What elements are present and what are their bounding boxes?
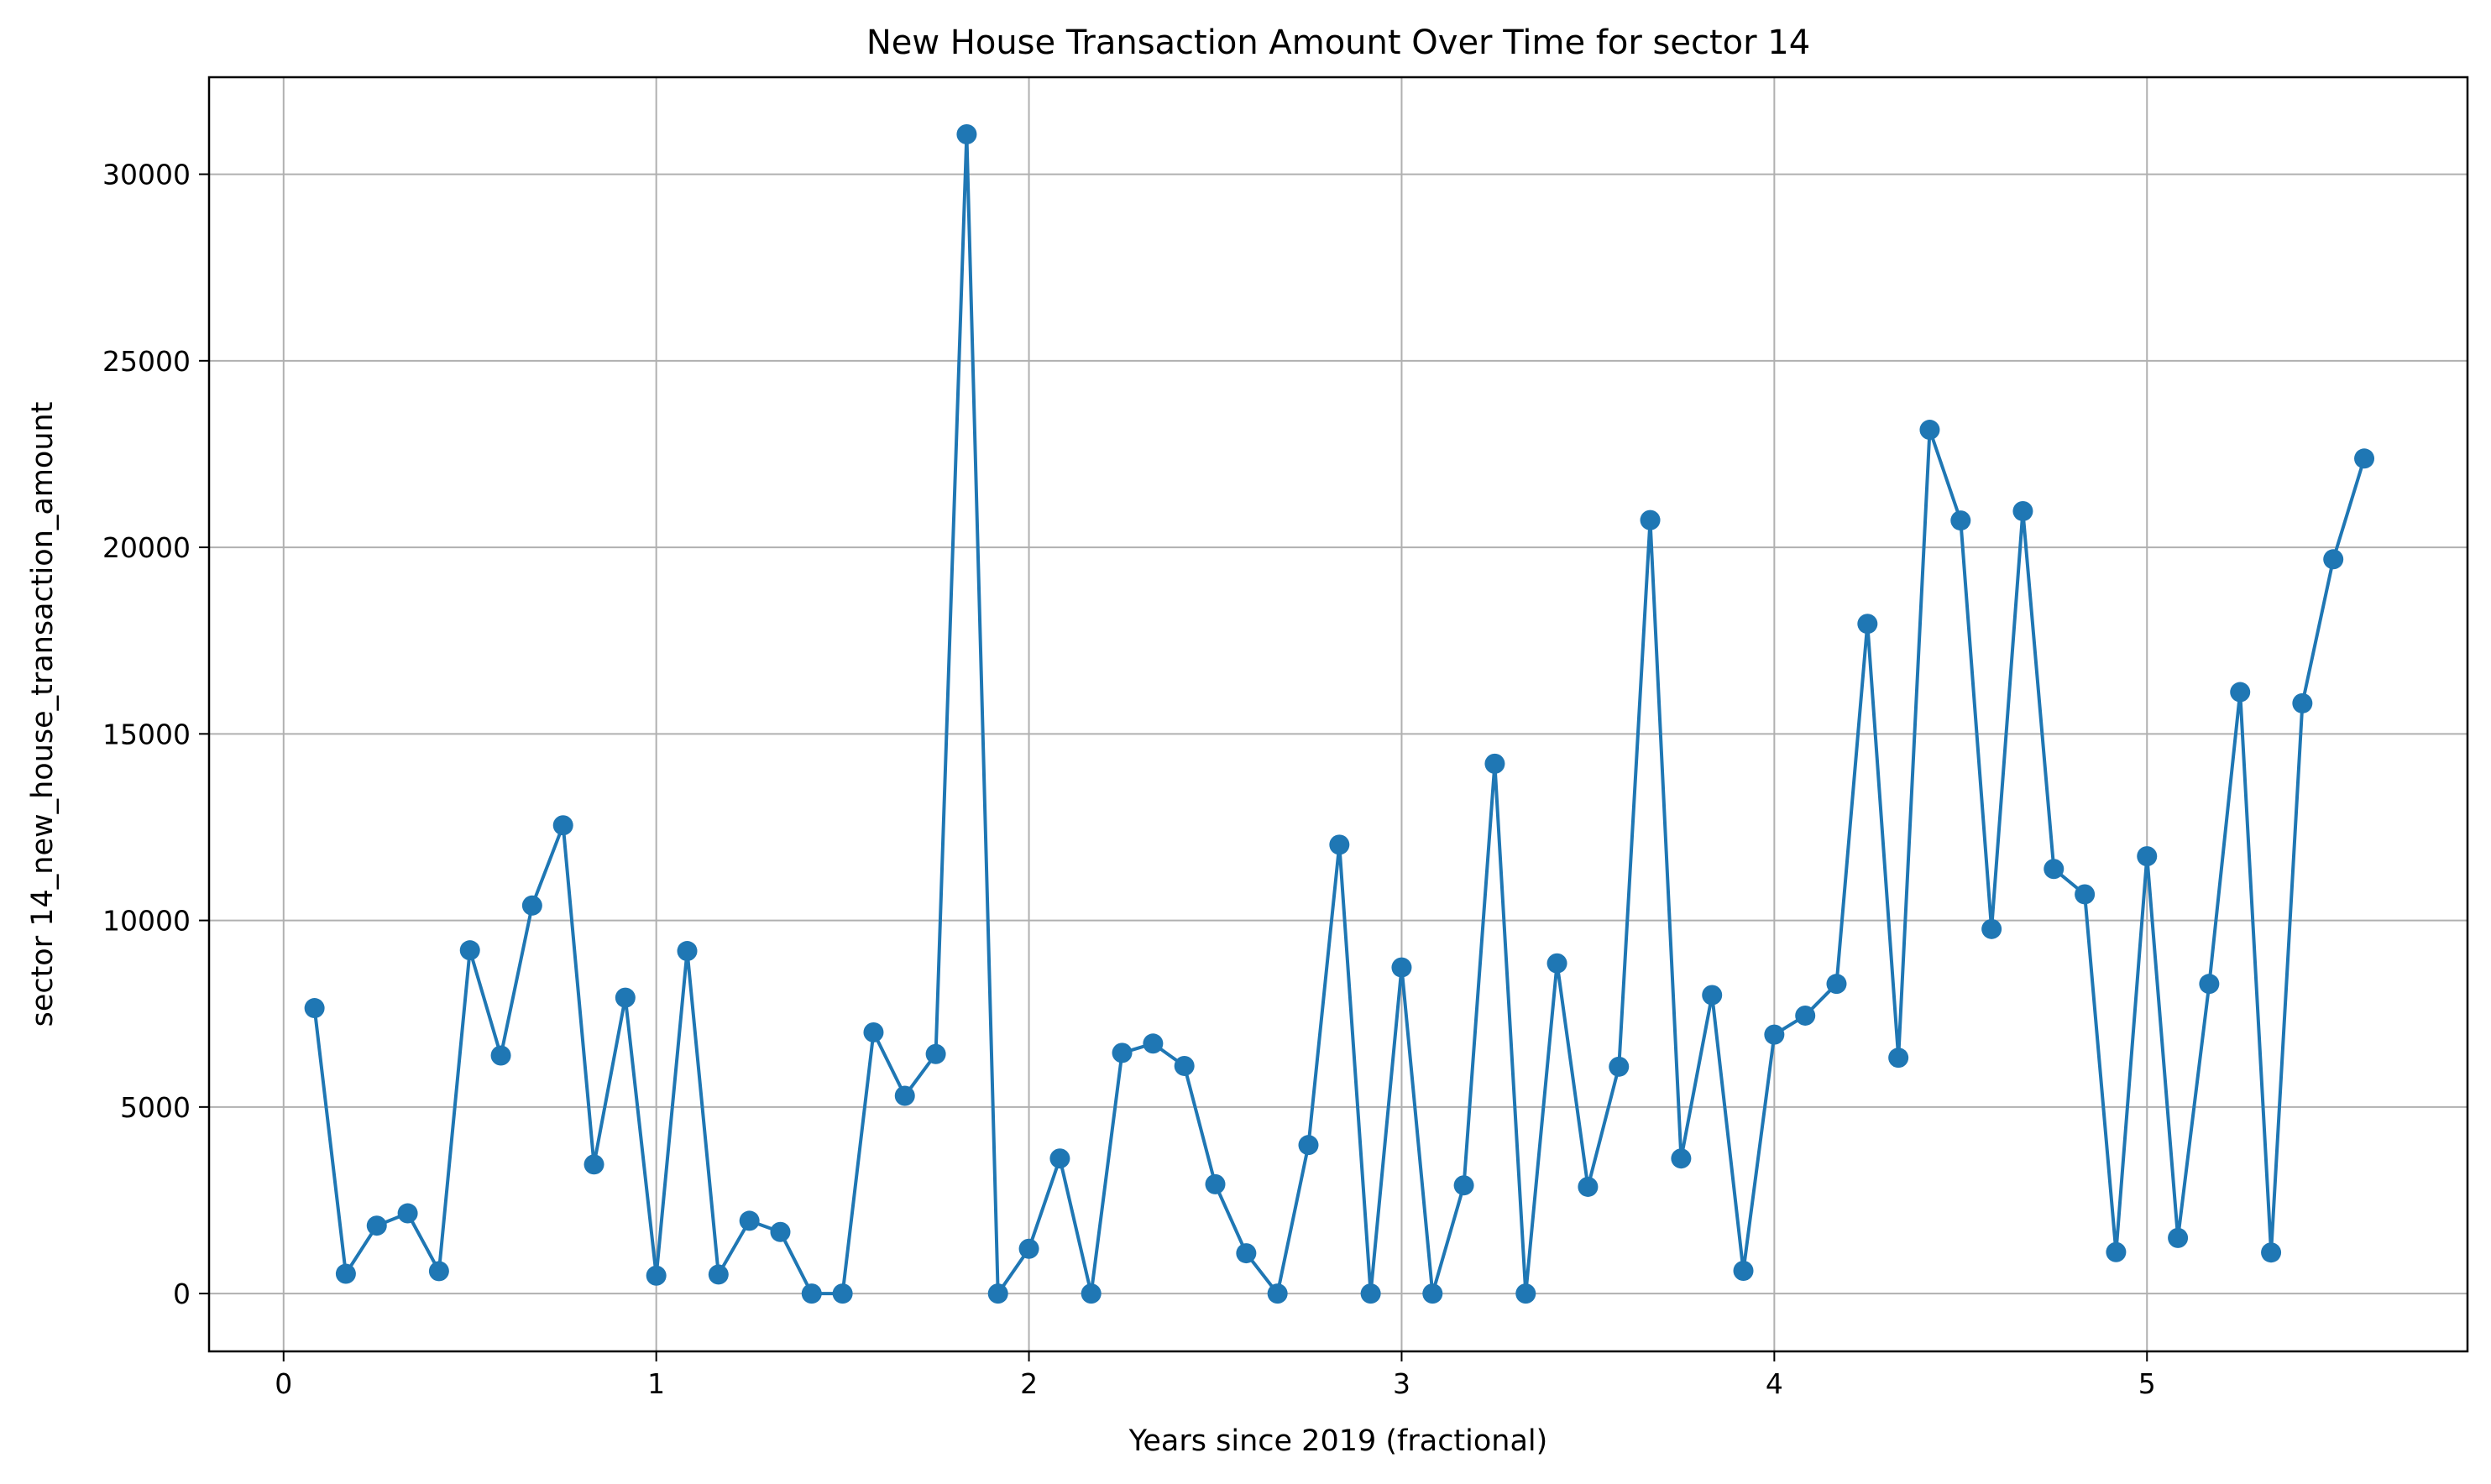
data-point xyxy=(1391,957,1412,978)
data-point xyxy=(584,1154,604,1175)
data-point xyxy=(1515,1283,1536,1304)
data-point xyxy=(832,1283,853,1304)
data-point xyxy=(739,1210,760,1231)
data-point xyxy=(397,1203,418,1224)
x-tick-label: 5 xyxy=(2138,1367,2156,1400)
y-tick-label: 20000 xyxy=(102,531,191,564)
data-point xyxy=(1267,1283,1288,1304)
data-point xyxy=(1422,1283,1443,1304)
data-point xyxy=(1578,1176,1599,1197)
data-point xyxy=(1018,1238,1039,1259)
data-point xyxy=(1329,834,1350,855)
data-point xyxy=(459,940,480,961)
y-axis-label: sector 14_new_house_transaction_amount xyxy=(26,402,60,1027)
data-point xyxy=(646,1265,667,1286)
data-point xyxy=(1981,918,2002,939)
x-tick-label: 1 xyxy=(647,1367,665,1400)
data-point xyxy=(925,1043,946,1064)
data-point xyxy=(1795,1005,1816,1026)
data-point xyxy=(2199,974,2220,995)
data-point xyxy=(1205,1173,1226,1194)
data-point xyxy=(1484,753,1505,774)
data-point xyxy=(1640,509,1661,530)
data-point xyxy=(2075,884,2096,905)
chart-title: New House Transaction Amount Over Time f… xyxy=(866,24,1810,62)
data-point xyxy=(335,1263,356,1284)
data-point xyxy=(1174,1055,1195,1076)
data-point xyxy=(2168,1227,2189,1248)
data-point xyxy=(1888,1048,1909,1069)
data-point xyxy=(956,124,977,145)
y-tick-label: 25000 xyxy=(102,345,191,378)
data-point xyxy=(1143,1033,1164,1054)
data-point xyxy=(1950,510,1971,531)
gridlines xyxy=(209,77,2467,1351)
data-point xyxy=(2261,1242,2282,1263)
data-point xyxy=(987,1283,1008,1304)
data-point xyxy=(1919,420,1940,441)
data-point xyxy=(2230,682,2251,703)
data-point xyxy=(1702,985,1723,1006)
data-point xyxy=(490,1045,511,1066)
data-point xyxy=(801,1283,822,1304)
data-point xyxy=(2292,692,2313,713)
data-point xyxy=(1360,1283,1381,1304)
data-point xyxy=(1453,1175,1474,1196)
data-point xyxy=(2044,859,2064,880)
data-point xyxy=(552,815,573,836)
data-point xyxy=(1857,614,1878,635)
data-point xyxy=(2012,500,2033,521)
data-point xyxy=(708,1264,729,1285)
x-tick-label: 4 xyxy=(1766,1367,1783,1400)
y-tick-label: 10000 xyxy=(102,905,191,938)
data-point xyxy=(863,1022,884,1042)
data-point xyxy=(1764,1024,1785,1045)
x-axis-label: Years since 2019 (fractional) xyxy=(1128,1424,1548,1458)
plot-area-frame xyxy=(207,76,2469,1353)
x-tick-label: 0 xyxy=(275,1367,292,1400)
data-point xyxy=(1049,1148,1070,1169)
data-point xyxy=(615,987,636,1008)
data-point xyxy=(304,998,325,1019)
data-point xyxy=(1826,974,1847,995)
y-tick-label: 15000 xyxy=(102,718,191,750)
x-tick-label: 2 xyxy=(1020,1367,1038,1400)
data-point xyxy=(2323,549,2344,570)
axis-ticks: 0 1 2 3 4 5 0 5000 10000 15000 20000 25000 30000 xyxy=(102,159,2156,1400)
data-point xyxy=(366,1215,387,1236)
data-point xyxy=(1112,1042,1133,1063)
x-tick-label: 3 xyxy=(1393,1367,1410,1400)
y-tick-label: 5000 xyxy=(120,1091,191,1124)
data-point xyxy=(770,1221,791,1242)
data-point xyxy=(2106,1241,2127,1262)
data-point xyxy=(428,1261,449,1282)
series-layer xyxy=(304,124,2375,1304)
data-point xyxy=(1609,1056,1630,1077)
data-point xyxy=(1236,1243,1257,1264)
data-point xyxy=(1298,1135,1319,1156)
data-point xyxy=(521,895,542,916)
data-point xyxy=(1671,1148,1692,1169)
data-point xyxy=(2354,448,2375,469)
data-point xyxy=(1733,1260,1754,1281)
data-point xyxy=(1546,953,1567,974)
data-point xyxy=(1081,1283,1102,1304)
y-tick-label: 0 xyxy=(173,1278,191,1310)
data-point xyxy=(2137,846,2158,867)
data-point xyxy=(677,941,698,962)
y-tick-label: 30000 xyxy=(102,159,191,191)
data-point xyxy=(894,1085,915,1106)
